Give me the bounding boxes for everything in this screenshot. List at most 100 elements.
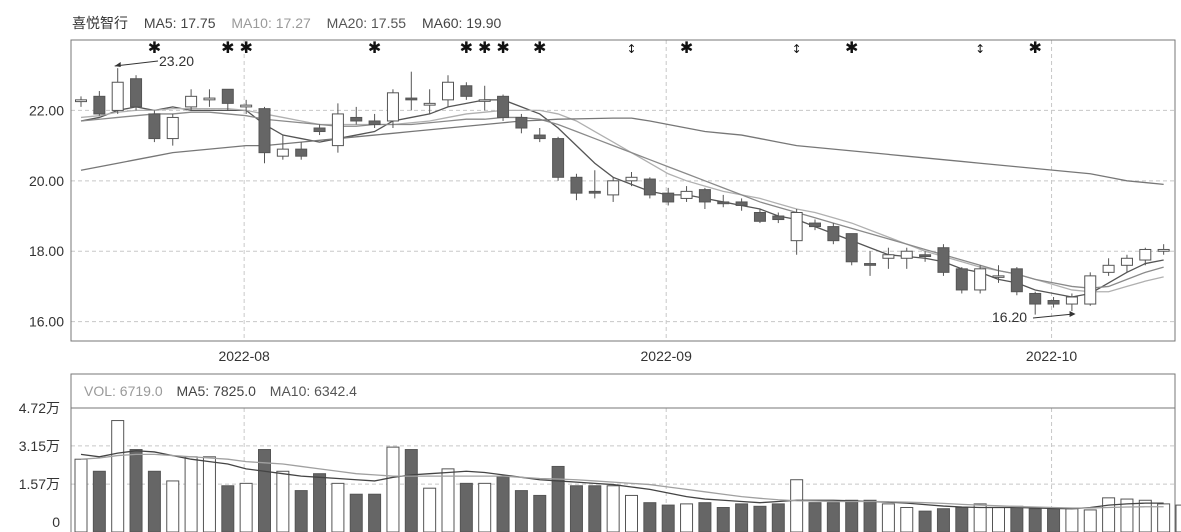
volume-bar bbox=[331, 482, 345, 532]
volume-y-tick-label: 1.57万 bbox=[19, 476, 60, 492]
candle-body bbox=[442, 81, 454, 101]
volume-bar bbox=[1138, 499, 1152, 532]
volume-bar bbox=[680, 503, 694, 532]
price-ma10-line bbox=[80, 107, 1164, 293]
candle-body bbox=[680, 190, 693, 199]
candle-body bbox=[460, 85, 473, 97]
stock-title: 喜悦智行 bbox=[72, 15, 128, 31]
candle-body bbox=[1084, 275, 1097, 305]
price-ma10-label: MA10: 17.27 bbox=[231, 15, 311, 31]
volume-bar bbox=[202, 456, 216, 532]
candle-body bbox=[809, 222, 821, 228]
candle-body bbox=[992, 275, 1005, 278]
volume-bar bbox=[1010, 505, 1024, 532]
volume-bar bbox=[936, 508, 950, 532]
candle-body bbox=[368, 120, 381, 125]
volume-ma10-line bbox=[80, 453, 1164, 509]
candle-body bbox=[1065, 296, 1078, 305]
candle-body bbox=[331, 113, 344, 147]
candle-body bbox=[643, 178, 656, 196]
volume-bar bbox=[147, 470, 161, 532]
price-annotations: 23.20 16.20 bbox=[114, 53, 1076, 325]
price-y-tick-label: 22.00 bbox=[29, 102, 64, 118]
volume-bar bbox=[404, 449, 418, 532]
volume-bar bbox=[221, 485, 235, 532]
volume-y-tick-label: 3.15万 bbox=[19, 438, 60, 454]
volume-bar bbox=[1083, 509, 1097, 532]
candle-body bbox=[790, 212, 803, 242]
high-annotation-arrow bbox=[114, 62, 121, 67]
volume-bar bbox=[478, 482, 492, 532]
volume-bar bbox=[661, 504, 675, 532]
candle-body bbox=[1029, 292, 1042, 305]
candle-body bbox=[919, 254, 932, 258]
event-marker: ✱ bbox=[368, 38, 381, 57]
candle-body bbox=[405, 97, 418, 101]
volume-bar bbox=[569, 485, 583, 532]
volume-bar bbox=[239, 482, 253, 532]
volume-bar bbox=[826, 502, 840, 532]
low-annotation-line bbox=[1032, 313, 1074, 319]
candle-body bbox=[111, 81, 124, 111]
volume-ma5-line bbox=[80, 450, 1164, 510]
volume-bar bbox=[716, 507, 730, 532]
price-ma20-label: MA20: 17.55 bbox=[326, 15, 407, 31]
volume-bar bbox=[313, 473, 327, 532]
volume-bar bbox=[1028, 508, 1042, 532]
price-ma5-line bbox=[80, 99, 1164, 298]
candle-body bbox=[386, 92, 399, 122]
candle-body bbox=[1047, 300, 1060, 305]
volume-grid bbox=[71, 408, 1175, 532]
volume-bar bbox=[423, 487, 437, 532]
volume-bar bbox=[881, 503, 895, 532]
candle-body bbox=[588, 190, 601, 194]
date-tick-label: 2022-09 bbox=[641, 348, 693, 364]
volume-bar bbox=[92, 470, 106, 532]
volume-bar bbox=[184, 456, 198, 532]
volume-legend: VOL: 6719.0 MA5: 7825.0 MA10: 6342.4 bbox=[84, 383, 367, 399]
volume-bar bbox=[166, 480, 180, 532]
candle-body bbox=[864, 263, 877, 266]
candle-body bbox=[350, 116, 363, 122]
high-annotation-line bbox=[114, 60, 159, 67]
low-annotation-label: 16.20 bbox=[992, 309, 1027, 325]
volume-bar bbox=[441, 468, 455, 532]
event-marker: ✱ bbox=[845, 38, 858, 57]
volume-bar bbox=[514, 490, 528, 532]
volume-bar bbox=[1102, 497, 1116, 532]
candle-body bbox=[698, 189, 711, 203]
volume-bar bbox=[349, 493, 363, 532]
volume-bar bbox=[955, 507, 969, 532]
candle-body bbox=[882, 254, 895, 259]
candle-body bbox=[845, 233, 858, 263]
volume-bar bbox=[992, 507, 1005, 532]
candle-body bbox=[497, 95, 510, 118]
volume-bar bbox=[863, 499, 877, 532]
volume-bar bbox=[551, 465, 565, 532]
candle-body bbox=[607, 180, 620, 196]
candle-body bbox=[1010, 268, 1023, 293]
volume-ma5-label: MA5: 7825.0 bbox=[176, 383, 256, 399]
price-y-tick-label: 16.00 bbox=[29, 314, 64, 330]
volume-bar bbox=[533, 494, 547, 532]
volume-bar bbox=[698, 502, 712, 532]
volume-moving-averages bbox=[80, 450, 1164, 510]
date-axis: 2022-08 2022-09 2022-10 bbox=[218, 348, 1077, 364]
price-y-axis: 22.00 20.00 18.00 16.00 bbox=[29, 102, 64, 329]
volume-bar bbox=[790, 479, 804, 532]
candle-body bbox=[900, 250, 913, 259]
candle-body bbox=[717, 201, 730, 205]
candle-body bbox=[753, 212, 766, 222]
volume-bar bbox=[771, 503, 785, 532]
event-marker: ✱ bbox=[239, 38, 252, 57]
event-marker: ✱ bbox=[680, 38, 693, 57]
candlesticks bbox=[75, 68, 1170, 315]
candle-body bbox=[735, 201, 748, 206]
volume-ma10-label: MA10: 6342.4 bbox=[269, 383, 357, 399]
candle-body bbox=[1102, 264, 1115, 273]
candle-body bbox=[295, 148, 308, 157]
volume-bar bbox=[625, 494, 638, 532]
volume-bar bbox=[1065, 508, 1079, 532]
volume-bar bbox=[368, 493, 382, 532]
